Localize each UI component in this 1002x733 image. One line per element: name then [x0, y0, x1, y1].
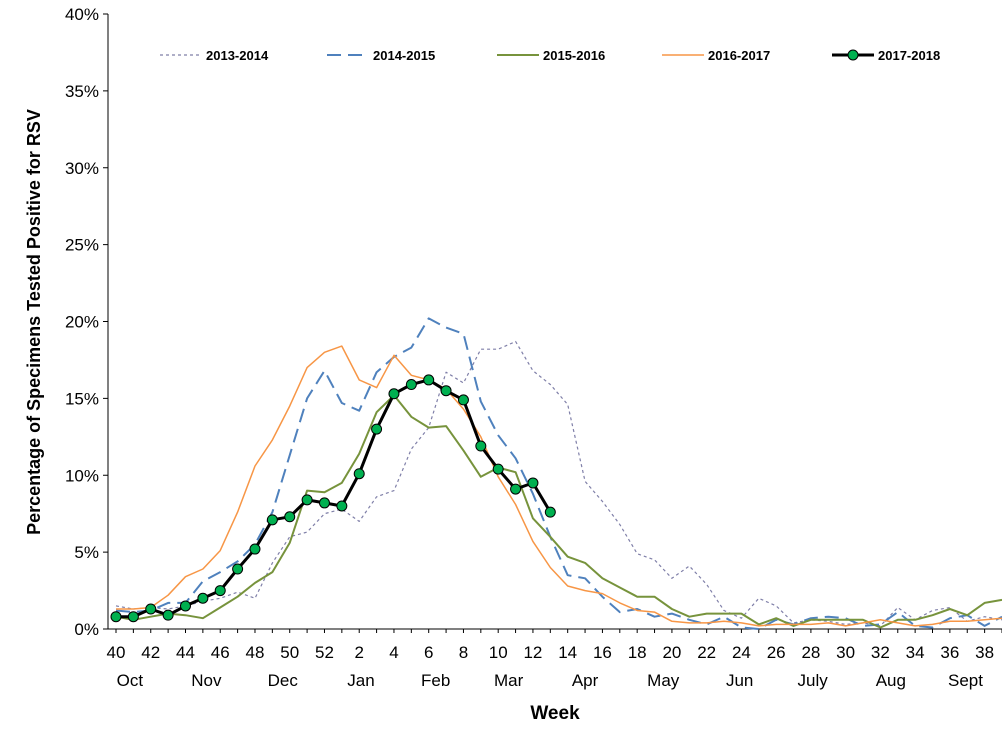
data-point-2017-2018 — [423, 374, 435, 386]
x-tick-label: 26 — [767, 643, 786, 662]
data-point-2017-2018 — [353, 468, 365, 480]
y-tick-label: 30% — [65, 159, 99, 178]
month-label: Dec — [268, 671, 299, 690]
data-point-2017-2018 — [197, 592, 209, 604]
month-label: Feb — [421, 671, 450, 690]
x-tick-label: 28 — [801, 643, 820, 662]
month-label: Nov — [191, 671, 222, 690]
y-tick-label: 20% — [65, 313, 99, 332]
data-point-2017-2018 — [145, 603, 157, 615]
legend: 2013-2014 2014-2015 2015-2016 2016-2017 2017… — [160, 48, 940, 63]
legend-label: 2015-2016 — [543, 48, 605, 63]
axes: 0%5%10%15%20%25%30%35%40%40 42 44 46 48 50 52 2… — [65, 5, 1002, 690]
data-point-2017-2018 — [440, 385, 452, 397]
data-point-2017-2018 — [266, 514, 278, 526]
legend-label: 2014-2015 — [373, 48, 435, 63]
data-point-2017-2018 — [284, 511, 296, 523]
x-tick-label: 24 — [732, 643, 751, 662]
x-tick-label: 14 — [558, 643, 577, 662]
data-point-2017-2018 — [457, 394, 469, 406]
x-tick-label: 34 — [906, 643, 925, 662]
y-tick-label: 25% — [65, 236, 99, 255]
y-tick-label: 10% — [65, 466, 99, 485]
x-tick-label: 42 — [141, 643, 160, 662]
month-label: Sept — [948, 671, 983, 690]
x-tick-label: 10 — [489, 643, 508, 662]
x-tick-label: 44 — [176, 643, 195, 662]
data-point-2017-2018 — [336, 500, 348, 512]
month-label: Mar — [494, 671, 524, 690]
legend-marker-2017-2018 — [847, 49, 859, 61]
y-tick-label: 15% — [65, 389, 99, 408]
y-tick-label: 5% — [74, 543, 99, 562]
x-tick-label: 4 — [389, 643, 398, 662]
data-point-2017-2018 — [162, 609, 174, 621]
x-tick-label: 46 — [211, 643, 230, 662]
x-tick-label: 40 — [107, 643, 126, 662]
data-point-2017-2018 — [214, 585, 226, 597]
x-tick-label: 30 — [836, 643, 855, 662]
series-line-2014-2015 — [115, 317, 1002, 630]
data-point-2017-2018 — [301, 494, 313, 506]
month-label: Oct — [117, 671, 144, 690]
x-tick-label: 18 — [628, 643, 647, 662]
x-tick-label: 6 — [424, 643, 433, 662]
x-tick-label: 32 — [871, 643, 890, 662]
x-tick-label: 38 — [975, 643, 994, 662]
x-tick-label: 12 — [523, 643, 542, 662]
series-line-2015-2016 — [115, 394, 1002, 629]
data-point-2017-2018 — [110, 611, 122, 623]
data-point-2017-2018 — [544, 506, 556, 518]
x-tick-label: 50 — [280, 643, 299, 662]
data-point-2017-2018 — [371, 423, 383, 435]
data-point-2017-2018 — [510, 483, 522, 495]
data-point-2017-2018 — [527, 477, 539, 489]
x-tick-label: 52 — [315, 643, 334, 662]
x-tick-label: 16 — [593, 643, 612, 662]
legend-label: 2017-2018 — [878, 48, 940, 63]
x-tick-label: 36 — [940, 643, 959, 662]
data-point-2017-2018 — [232, 563, 244, 575]
y-tick-label: 40% — [65, 5, 99, 24]
y-tick-label: 35% — [65, 82, 99, 101]
month-label: Jan — [347, 671, 374, 690]
x-tick-label: 20 — [662, 643, 681, 662]
legend-label: 2016-2017 — [708, 48, 770, 63]
x-tick-label: 22 — [697, 643, 716, 662]
data-point-2017-2018 — [492, 463, 504, 475]
y-tick-label: 0% — [74, 620, 99, 639]
x-tick-label: 48 — [246, 643, 265, 662]
legend-label: 2013-2014 — [206, 48, 269, 63]
month-label: July — [798, 671, 829, 690]
data-point-2017-2018 — [405, 379, 417, 391]
month-label: Apr — [572, 671, 599, 690]
month-label: Aug — [876, 671, 906, 690]
x-axis-title: Week — [530, 703, 580, 724]
series-layer — [110, 317, 1002, 630]
x-tick-label: 8 — [459, 643, 468, 662]
data-point-2017-2018 — [249, 543, 261, 555]
x-tick-label: 2 — [354, 643, 363, 662]
data-point-2017-2018 — [388, 388, 400, 400]
data-point-2017-2018 — [127, 611, 139, 623]
data-point-2017-2018 — [179, 600, 191, 612]
month-label: May — [647, 671, 680, 690]
series-line-2016-2017 — [116, 345, 1002, 627]
y-axis-title: Percentage of Specimens Tested Positive … — [24, 109, 44, 535]
data-point-2017-2018 — [475, 440, 487, 452]
month-label: Jun — [726, 671, 753, 690]
data-point-2017-2018 — [318, 497, 330, 509]
